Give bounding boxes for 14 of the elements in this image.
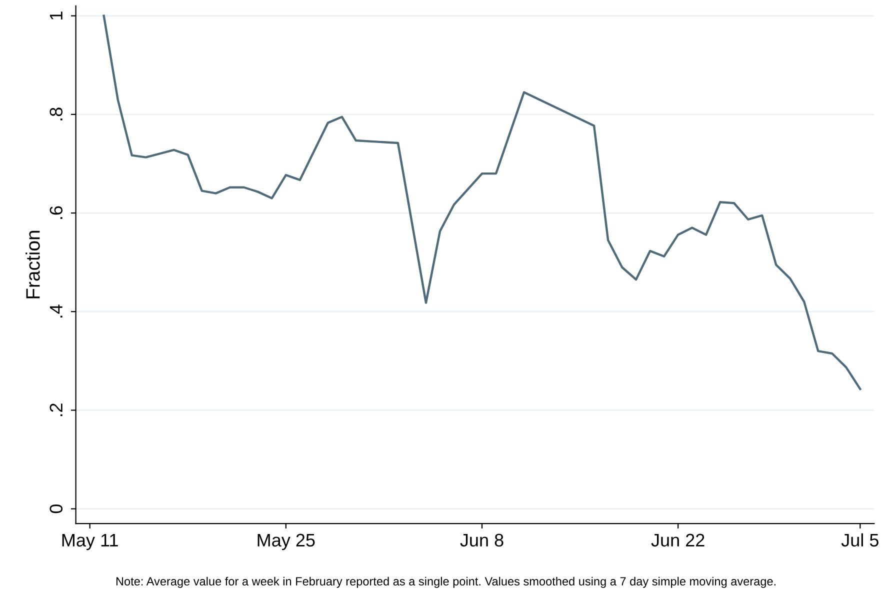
- y-tick-label: .8: [50, 108, 63, 120]
- x-tick-label: May 11: [62, 534, 118, 550]
- x-tick-label: Jun 22: [651, 534, 704, 547]
- y-tick-label: 0: [50, 504, 63, 514]
- x-tick-label: Jul 5: [841, 533, 878, 547]
- y-tick-label: 1: [50, 12, 62, 20]
- y-axis-title: Fraction: [26, 230, 40, 298]
- y-tick-label: .4: [50, 304, 62, 318]
- x-tick-label: May 25: [258, 534, 315, 550]
- y-tick-label: .6: [50, 206, 63, 219]
- x-tick-label: Jun 8: [460, 534, 504, 547]
- y-tick-label: .2: [50, 404, 62, 416]
- text: Note: Average value for a week in February reported as a single point. Values smoothed using a 7 day simple moving average.: [116, 576, 776, 588]
- line-series: [102, 14, 862, 390]
